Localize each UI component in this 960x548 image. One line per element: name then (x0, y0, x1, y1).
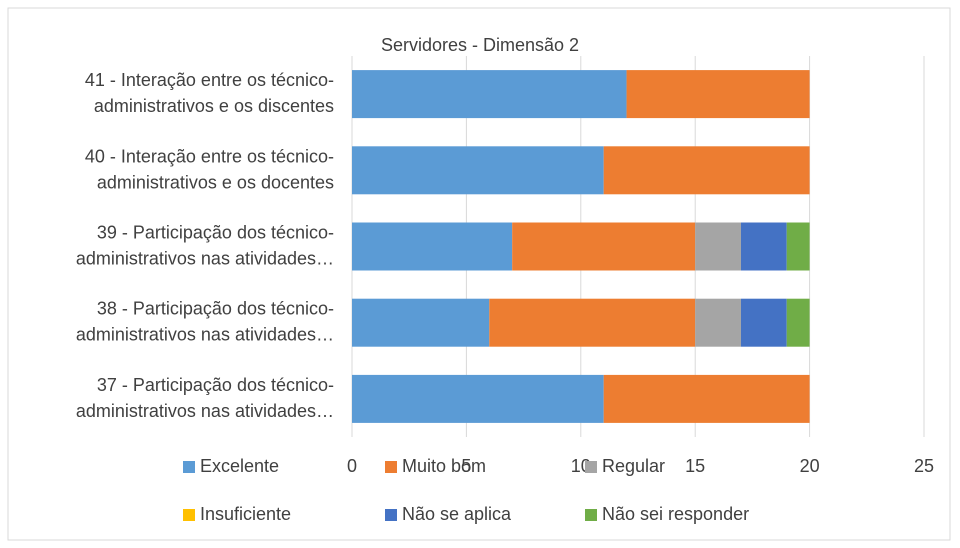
bar-segment (352, 298, 490, 347)
bar-segment (352, 222, 513, 271)
bar-segment (603, 374, 810, 423)
bar-segment (603, 146, 810, 195)
y-tick-line: administrativos nas atividades… (76, 248, 334, 268)
y-tick-line: administrativos e os discentes (94, 96, 334, 116)
bar-segment (786, 298, 810, 347)
y-tick-label: 37 - Participação dos técnico-administra… (76, 375, 334, 421)
y-tick-label: 38 - Participação dos técnico-administra… (76, 298, 334, 344)
legend-swatch (385, 509, 397, 521)
legend-label: Excelente (200, 456, 279, 476)
legend-swatch (385, 461, 397, 473)
x-tick-label: 20 (800, 456, 820, 476)
legend-label: Muito bom (402, 456, 486, 476)
bar-segment (352, 146, 604, 195)
x-tick-label: 15 (685, 456, 705, 476)
bar-segment (695, 298, 741, 347)
legend-label: Insuficiente (200, 504, 291, 524)
y-tick-line: 40 - Interação entre os técnico- (85, 146, 334, 166)
bar-segment (352, 374, 604, 423)
y-tick-label: 40 - Interação entre os técnico-administ… (85, 146, 334, 192)
y-tick-label: 39 - Participação dos técnico-administra… (76, 222, 334, 268)
chart-title: Servidores - Dimensão 2 (381, 35, 579, 55)
y-tick-line: 38 - Participação dos técnico- (97, 298, 334, 318)
bar-segment (512, 222, 696, 271)
y-tick-line: administrativos nas atividades… (76, 401, 334, 421)
y-tick-label: 41 - Interação entre os técnico-administ… (85, 70, 334, 116)
legend-swatch (183, 509, 195, 521)
y-tick-line: 37 - Participação dos técnico- (97, 375, 334, 395)
legend-label: Regular (602, 456, 665, 476)
x-tick-label: 5 (461, 456, 471, 476)
bar-segment (489, 298, 696, 347)
y-tick-line: 41 - Interação entre os técnico- (85, 70, 334, 90)
y-tick-line: administrativos e os docentes (97, 172, 334, 192)
legend-label: Não sei responder (602, 504, 749, 524)
legend-swatch (585, 461, 597, 473)
x-tick-label: 0 (347, 456, 357, 476)
legend-swatch (585, 509, 597, 521)
bar-segment (352, 70, 627, 119)
y-tick-line: 39 - Participação dos técnico- (97, 222, 334, 242)
bar-segment (740, 298, 787, 347)
bar-segment (786, 222, 810, 271)
bar-segment (626, 70, 810, 119)
bar-segment (695, 222, 741, 271)
legend-label: Não se aplica (402, 504, 512, 524)
y-tick-line: administrativos nas atividades… (76, 324, 334, 344)
bar-segment (740, 222, 787, 271)
legend-swatch (183, 461, 195, 473)
x-tick-label: 25 (914, 456, 934, 476)
